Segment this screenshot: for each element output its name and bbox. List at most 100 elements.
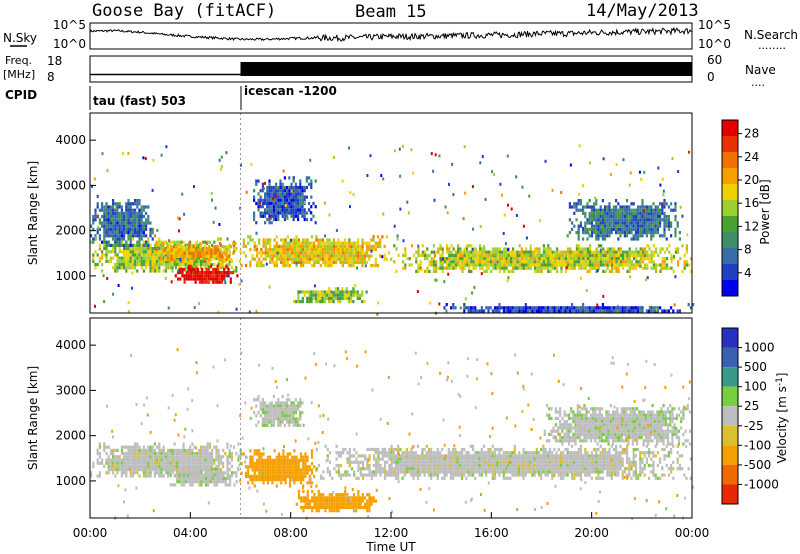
range-gate-cell (569, 253, 572, 257)
range-gate-cell (222, 464, 225, 468)
range-gate-cell (602, 157, 605, 161)
range-gate-cell (224, 253, 227, 257)
range-gate-cell (206, 263, 209, 267)
range-gate-cell (131, 234, 134, 238)
range-gate-cell (355, 509, 358, 513)
range-gate-cell (103, 448, 106, 452)
range-gate-cell (198, 302, 201, 306)
range-gate-cell (268, 201, 271, 206)
range-gate-cell (562, 260, 565, 264)
range-gate-cell (205, 254, 208, 258)
range-gate-cell (299, 189, 302, 193)
range-gate-cell (577, 237, 580, 241)
range-gate-cell (158, 461, 161, 465)
range-gate-cell (201, 254, 204, 258)
range-gate-cell (502, 309, 505, 313)
range-gate-cell (549, 263, 552, 267)
range-gate-cell (590, 309, 593, 313)
range-gate-cell (220, 277, 224, 281)
range-gate-cell (646, 263, 649, 267)
range-gate-cell (590, 224, 593, 228)
range-gate-cell (226, 455, 229, 459)
range-gate-cell (459, 247, 462, 251)
range-gate-cell (191, 442, 194, 446)
range-gate-cell (283, 192, 286, 196)
range-gate-cell (253, 452, 256, 456)
range-gate-cell (380, 174, 383, 177)
range-gate-cell (361, 254, 364, 258)
range-gate-cell (209, 274, 213, 278)
range-gate-cell (505, 260, 508, 264)
range-gate-cell (673, 303, 676, 307)
range-gate-cell (404, 253, 407, 257)
range-gate-cell (650, 218, 653, 222)
range-gate-cell (584, 250, 587, 254)
range-gate-cell (430, 473, 433, 477)
range-gate-cell (465, 260, 468, 264)
range-gate-cell (189, 461, 192, 465)
range-gate-cell (290, 192, 293, 196)
range-gate-cell (383, 473, 387, 477)
range-gate-cell (363, 505, 367, 510)
range-gate-cell (127, 250, 130, 254)
range-gate-cell (348, 251, 351, 255)
range-gate-cell (425, 463, 428, 468)
range-gate-cell (421, 253, 424, 257)
range-gate-cell (301, 300, 304, 304)
range-gate-cell (534, 260, 537, 264)
range-gate-cell (257, 192, 260, 196)
range-gate-cell (668, 266, 671, 270)
range-gate-cell (608, 234, 611, 238)
range-gate-cell (200, 468, 203, 472)
range-gate-cell (299, 192, 302, 196)
range-gate-cell (158, 263, 161, 267)
range-gate-cell (147, 205, 150, 209)
range-gate-cell (481, 253, 484, 257)
range-gate-cell (292, 208, 295, 212)
range-gate-cell (262, 462, 265, 466)
range-gate-cell (280, 465, 283, 469)
range-gate-cell (129, 211, 132, 215)
range-gate-cell (153, 474, 156, 478)
range-gate-cell (202, 480, 205, 484)
noise-series-line (89, 26, 693, 43)
range-gate-cell (619, 234, 622, 238)
range-gate-cell (637, 218, 640, 222)
range-gate-cell (481, 250, 484, 254)
range-gate-cell (401, 451, 404, 455)
range-gate-cell (181, 251, 184, 255)
range-gate-cell (439, 253, 442, 257)
range-gate-cell (140, 468, 143, 472)
range-gate-cell (215, 464, 218, 468)
range-gate-cell (613, 266, 616, 270)
range-gate-cell (319, 238, 322, 242)
range-gate-cell (339, 451, 343, 455)
range-gate-cell (203, 251, 206, 255)
range-gate-cell (448, 266, 451, 270)
range-gate-cell (621, 215, 624, 219)
range-gate-cell (198, 476, 201, 481)
range-gate-cell (359, 496, 362, 500)
range-gate-cell (183, 254, 186, 258)
range-gate-cell (258, 241, 261, 245)
range-gate-cell (575, 260, 578, 264)
range-gate-cell (335, 463, 338, 468)
range-gate-cell (192, 258, 195, 262)
range-gate-cell (665, 237, 668, 241)
range-gate-cell (661, 208, 664, 212)
range-gate-cell (434, 470, 437, 474)
range-gate-cell (297, 296, 300, 300)
range-gate-cell (401, 467, 404, 471)
range-gate-cell (551, 250, 554, 254)
range-gate-cell (164, 468, 167, 472)
range-gate-cell (131, 266, 134, 270)
range-gate-cell (138, 452, 141, 456)
range-gate-cell (372, 457, 376, 461)
range-gate-cell (230, 259, 233, 263)
range-gate-cell (188, 245, 191, 249)
range-gate-cell (277, 452, 281, 456)
range-gate-cell (98, 256, 101, 260)
range-gate-cell (175, 256, 178, 260)
range-gate-cell (232, 242, 235, 246)
range-gate-cell (452, 193, 455, 197)
